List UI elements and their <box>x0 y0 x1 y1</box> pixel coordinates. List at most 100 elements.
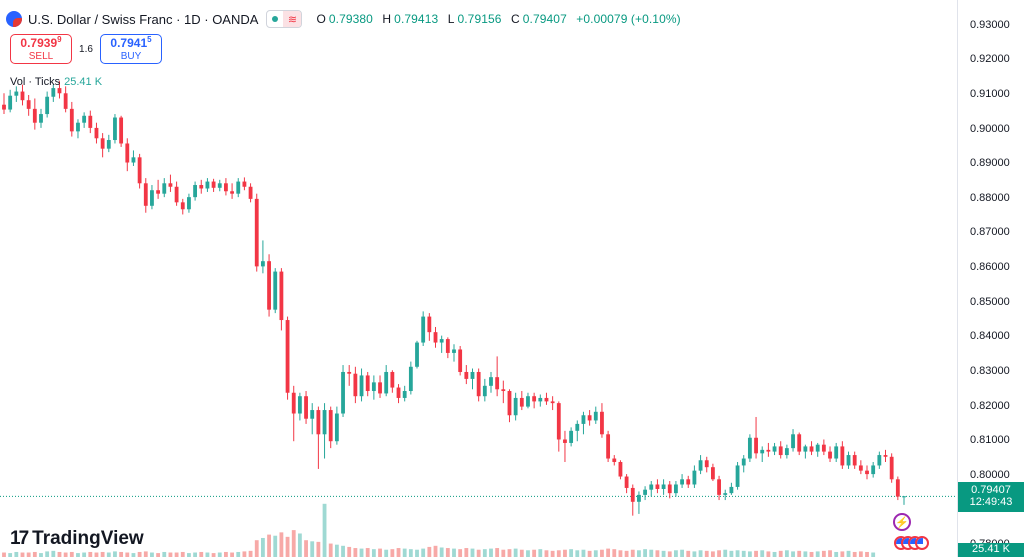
candle-body <box>353 373 358 397</box>
volume-bar <box>513 548 518 557</box>
candle <box>692 465 697 488</box>
sell-label: SELL <box>28 50 54 62</box>
candle-body <box>94 127 99 139</box>
candle <box>710 463 715 482</box>
candle <box>784 444 789 459</box>
candle <box>766 442 771 457</box>
candle-body <box>297 396 302 414</box>
volume-bar <box>470 548 475 557</box>
candle-body <box>686 479 691 485</box>
candle-body <box>347 371 352 374</box>
candle <box>242 177 247 191</box>
volume-bar <box>14 551 19 557</box>
volume-bar <box>495 548 500 557</box>
candle <box>563 430 567 462</box>
volume-bar <box>661 550 666 557</box>
candle-body <box>729 486 734 494</box>
candle <box>248 183 253 203</box>
candle-body <box>408 366 413 392</box>
volume-bar <box>747 551 752 557</box>
candle <box>538 394 543 407</box>
volume-bar <box>766 551 771 557</box>
volume-bar <box>809 551 814 557</box>
candle-body <box>378 382 382 394</box>
price-tick-label: 0.90000 <box>970 122 1010 135</box>
candle-body <box>828 451 832 459</box>
market-status-badge[interactable]: ≋ <box>266 10 303 28</box>
candle-body <box>310 410 315 419</box>
candle <box>113 114 117 144</box>
candle-body <box>834 446 839 459</box>
volume-bar <box>32 551 37 557</box>
economic-events-flags[interactable] <box>894 536 929 550</box>
candle-body <box>415 342 419 367</box>
candle <box>723 489 728 501</box>
volume-bar <box>507 549 512 557</box>
candle <box>828 446 832 462</box>
candle <box>125 138 130 172</box>
volume-bar <box>556 550 561 557</box>
volume-bar <box>865 551 869 557</box>
volume-bar <box>254 540 259 557</box>
candle-body <box>606 434 611 459</box>
wave-icon: ≋ <box>283 11 302 27</box>
candle-body <box>784 448 789 456</box>
candle-body <box>119 117 124 144</box>
buy-button[interactable]: 0.79415 BUY <box>100 34 162 64</box>
symbol-title[interactable]: U.S. Dollar / Swiss Franc · 1D · OANDA <box>28 11 259 27</box>
volume-bar <box>168 552 173 557</box>
tradingview-logo[interactable]: 17 TradingView <box>10 528 144 550</box>
candle <box>322 403 327 459</box>
volume-legend[interactable]: Vol · Ticks 25.41 K <box>10 76 102 88</box>
candle <box>606 430 611 462</box>
volume-bar <box>772 551 777 557</box>
volume-bar <box>2 552 6 557</box>
candle <box>772 442 777 456</box>
volume-bar <box>353 548 358 557</box>
candle-body <box>260 261 265 267</box>
volume-bar <box>57 551 62 557</box>
candle <box>205 178 210 192</box>
volume-bar <box>526 550 530 557</box>
volume-bar <box>815 551 820 557</box>
volume-bar <box>852 551 857 557</box>
candle-body <box>439 339 444 343</box>
candle <box>378 375 382 398</box>
volume-bar <box>649 549 654 557</box>
candle <box>834 442 839 462</box>
volume-bar <box>113 551 117 557</box>
price-axis-divider <box>957 0 958 557</box>
volume-bar <box>778 550 783 557</box>
volume-bar <box>575 550 580 557</box>
candle-body <box>630 487 635 502</box>
candle-body <box>470 371 475 379</box>
candle <box>230 183 234 199</box>
candle <box>304 391 308 424</box>
candle-body <box>723 493 728 495</box>
volume-bar <box>593 550 598 557</box>
candle-body <box>575 423 580 431</box>
candle-body <box>267 261 271 310</box>
volume-bar <box>390 549 395 557</box>
volume-bar <box>143 551 148 557</box>
candlestick-chart[interactable] <box>0 0 957 557</box>
price-tick-label: 0.88000 <box>970 191 1010 204</box>
buy-label: BUY <box>120 50 142 62</box>
candle-body <box>840 446 845 466</box>
volume-bar <box>88 551 93 557</box>
candle-body <box>427 316 432 333</box>
volume-bar <box>784 550 789 557</box>
candle <box>470 368 475 390</box>
candle-body <box>741 458 746 466</box>
candle-body <box>26 100 31 109</box>
volume-bar <box>840 551 845 557</box>
sell-price-pip: 9 <box>57 35 62 45</box>
candle-body <box>396 387 401 398</box>
sell-button[interactable]: 0.79399 SELL <box>10 34 72 64</box>
buy-price-pip: 5 <box>147 35 152 45</box>
volume-bar <box>741 550 746 557</box>
volume-bar <box>230 552 234 557</box>
candle <box>649 481 654 497</box>
lightning-icon[interactable]: ⚡ <box>893 513 911 531</box>
volume-bar <box>359 548 364 557</box>
